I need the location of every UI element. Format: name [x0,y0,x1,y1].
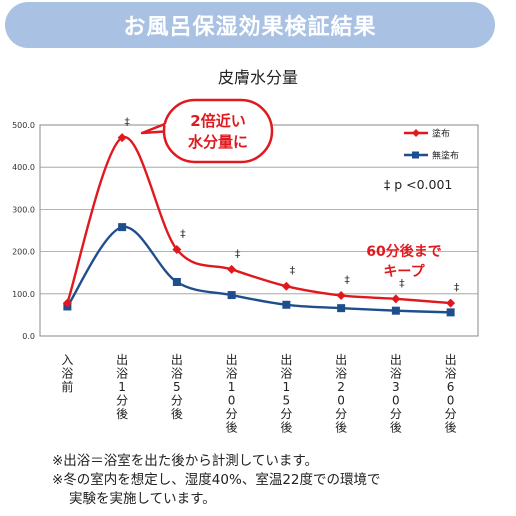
callout-tail-join [164,123,174,132]
callout-peak-line-1: 2倍近い [190,112,245,130]
callout-keep-line-1: 60分後まで [366,243,441,260]
significance-mark: ‡ [180,227,186,240]
footnote-2: ※冬の室内を想定し、湿度40%、室温22度での環境で [52,472,381,488]
callout-keep-line-2: キープ [383,264,425,280]
footnote-1: ※出浴＝浴室を出た後から計測しています。 [52,453,319,469]
data-point [62,298,72,308]
data-point [227,291,236,300]
x-tick-label: 出浴 6 0 分後 [445,353,457,435]
callout-peak-line-2: 水分量に [188,133,248,151]
significance-mark: ‡ [454,281,460,294]
data-point [172,244,182,254]
x-tick-label: 出浴 1 0 分後 [226,353,238,435]
data-point [281,281,291,291]
y-tick-label: 300.0 [12,205,35,214]
legend-label: 塗布 [432,128,450,140]
significance-mark: ‡ [235,247,241,260]
data-point [446,298,456,308]
significance-mark: ‡ [124,116,130,129]
x-tick-label: 出浴 1 5 分後 [280,353,292,435]
data-point [118,223,127,232]
legend-swatch-marker [412,129,420,137]
y-tick-label: 0.0 [22,332,35,341]
data-point [117,133,127,143]
x-tick-label: 出浴 5 分後 [171,353,183,421]
y-tick-label: 200.0 [12,248,35,257]
y-tick-label: 100.0 [12,290,35,299]
x-tick-label: 出浴 2 0 分後 [335,353,347,435]
title-banner: お風呂保湿効果検証結果 [5,2,495,48]
legend-label: 無塗布 [432,150,459,162]
y-tick-label: 400.0 [12,163,35,172]
data-point [446,308,455,317]
legend-swatch-marker [412,151,419,159]
significance-note: ‡ p <0.001 [384,177,452,192]
banner-title: お風呂保湿効果検証結果 [123,15,377,40]
significance-mark: ‡ [290,264,296,277]
footnotes: ※出浴＝浴室を出た後から計測しています。 ※冬の室内を想定し、湿度40%、室温2… [52,452,381,509]
significance-mark: ‡ [399,277,405,290]
data-point [172,277,181,286]
significance-mark: ‡ [344,273,350,286]
x-tick-label: 出浴 3 0 分後 [390,353,402,435]
callout-bubble [162,98,274,164]
data-point [391,306,400,315]
footnote-3: 実験を実施しています。 [69,491,216,507]
data-point [336,290,346,300]
data-point [282,300,291,309]
data-point [227,264,237,274]
data-point [391,294,401,304]
x-tick-label: 入浴前 [61,353,73,394]
x-tick-label: 出浴 1 分後 [116,353,128,421]
y-tick-label: 500.0 [12,121,35,130]
data-point [337,304,346,313]
chart-title: 皮膚水分量 [217,68,298,87]
